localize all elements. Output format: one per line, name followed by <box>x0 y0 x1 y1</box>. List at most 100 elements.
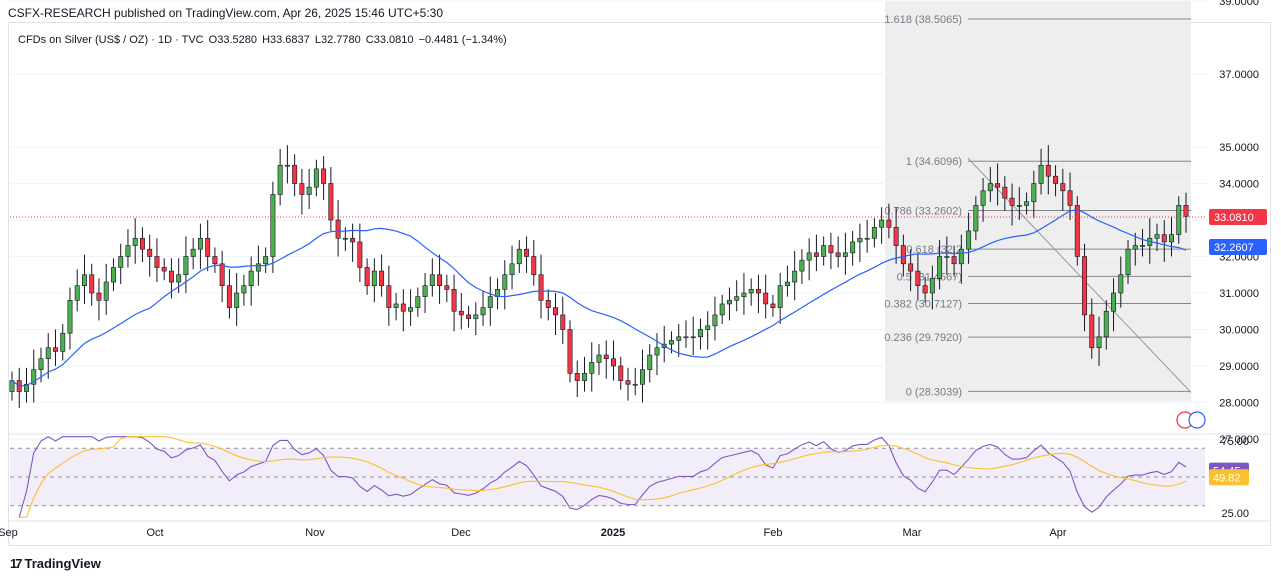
candle-body <box>980 190 986 206</box>
candle-body <box>545 299 551 308</box>
candle-body <box>828 245 834 254</box>
candle-body <box>284 164 290 167</box>
candle-body <box>205 237 211 257</box>
candle-body <box>850 241 856 254</box>
rsi-ma-tag <box>1209 469 1249 486</box>
candle-body <box>1140 245 1145 247</box>
candle-body <box>734 296 740 301</box>
candle-body <box>893 227 899 246</box>
candle-body <box>466 314 472 319</box>
candle-body <box>226 285 232 308</box>
candle-body <box>67 299 73 334</box>
candle-body <box>1002 186 1008 199</box>
rsi-ma-tag-label: 49.82 <box>1213 472 1241 484</box>
candle-body <box>328 183 334 221</box>
candle-body <box>473 314 479 319</box>
chart-frame <box>8 22 1271 546</box>
candle-body <box>625 380 631 385</box>
candle-body <box>516 248 522 265</box>
candle-body <box>995 183 1001 188</box>
symbol-name: CFDs on Silver (US$ / OZ) · 1D · TVC <box>18 34 204 46</box>
candle-body <box>197 237 203 250</box>
last-price-tag-label: 33.0810 <box>1214 212 1254 224</box>
candle-body <box>668 340 674 345</box>
rsi-axis-tick: 25.00 <box>1221 508 1249 520</box>
tradingview-brand[interactable]: 17 TradingView <box>10 556 101 571</box>
candle-body <box>567 329 573 374</box>
candle-body <box>755 289 761 294</box>
candle-body <box>922 285 928 294</box>
candle-body <box>183 256 189 276</box>
candle-body <box>1031 183 1037 203</box>
candle-body <box>1132 245 1138 250</box>
time-axis-tick: Dec <box>451 527 471 539</box>
candle-body <box>89 274 95 294</box>
ohlc-open: O33.5280 <box>208 34 257 46</box>
candle-body <box>335 219 341 239</box>
fib-level-label: 0.382 (30.7127) <box>884 298 962 310</box>
candle-body <box>632 383 638 386</box>
candle-body <box>176 274 182 283</box>
ohlc-high: H33.6837 <box>262 34 310 46</box>
candle-body <box>147 248 153 257</box>
candle-body <box>676 336 682 341</box>
candle-body <box>958 248 964 265</box>
candle-body <box>342 237 348 240</box>
candle-body <box>219 263 225 286</box>
candle-body <box>81 274 87 286</box>
fib-level-label: 0.236 (29.7920) <box>884 332 962 344</box>
candle-body <box>603 354 609 359</box>
candle-body <box>379 270 385 287</box>
tradingview-wordmark: TradingView <box>24 556 101 571</box>
moving-average-line <box>11 209 1187 387</box>
ohlc-change: −0.4481 (−1.34%) <box>418 34 507 46</box>
candle-body <box>161 267 167 272</box>
fib-zone-background <box>885 1 1191 402</box>
candle-body <box>647 354 653 370</box>
candle-body <box>1096 336 1102 349</box>
candle-body <box>705 325 711 330</box>
candle-body <box>118 256 124 268</box>
symbol-legend[interactable]: CFDs on Silver (US$ / OZ) · 1D · TVC O33… <box>18 34 509 46</box>
candle-body <box>364 267 370 287</box>
candle-body <box>748 289 754 294</box>
us-flag-icon <box>1188 411 1206 429</box>
candle-body <box>1074 205 1080 257</box>
candle-body <box>951 256 957 265</box>
time-axis-tick: Apr <box>1049 527 1066 539</box>
candle-body <box>1038 164 1044 184</box>
ohlc-close: C33.0810 <box>365 34 414 46</box>
candle-body <box>937 256 943 279</box>
candle-body <box>1053 175 1059 184</box>
candle-body <box>313 168 319 188</box>
candle-body <box>726 299 732 305</box>
candle-body <box>190 248 196 257</box>
candle-body <box>784 281 790 286</box>
candle-body <box>1089 314 1095 349</box>
candle-body <box>241 285 247 294</box>
candle-body <box>1111 292 1117 312</box>
rsi-line <box>18 436 1187 518</box>
candle-body <box>60 332 66 352</box>
candle-body <box>110 267 116 283</box>
ohlc-low: L32.7780 <box>314 34 361 46</box>
tradingview-logo-icon: 17 <box>10 556 23 571</box>
candle-body <box>697 329 703 338</box>
candle-body <box>1045 164 1051 177</box>
candle-body <box>1009 197 1015 206</box>
candle-body <box>582 372 587 381</box>
candle-body <box>879 219 885 228</box>
candle-body <box>386 285 392 308</box>
candle-body <box>74 285 80 301</box>
candle-body <box>1067 190 1073 206</box>
candle-body <box>857 237 863 243</box>
time-axis-tick: Sep <box>0 527 18 539</box>
candle-body <box>915 270 921 287</box>
candle-body <box>618 365 624 381</box>
candle-body <box>408 307 414 312</box>
candle-body <box>487 296 493 308</box>
candle-body <box>422 285 428 297</box>
candle-body <box>321 168 327 184</box>
candle-body <box>596 354 602 363</box>
